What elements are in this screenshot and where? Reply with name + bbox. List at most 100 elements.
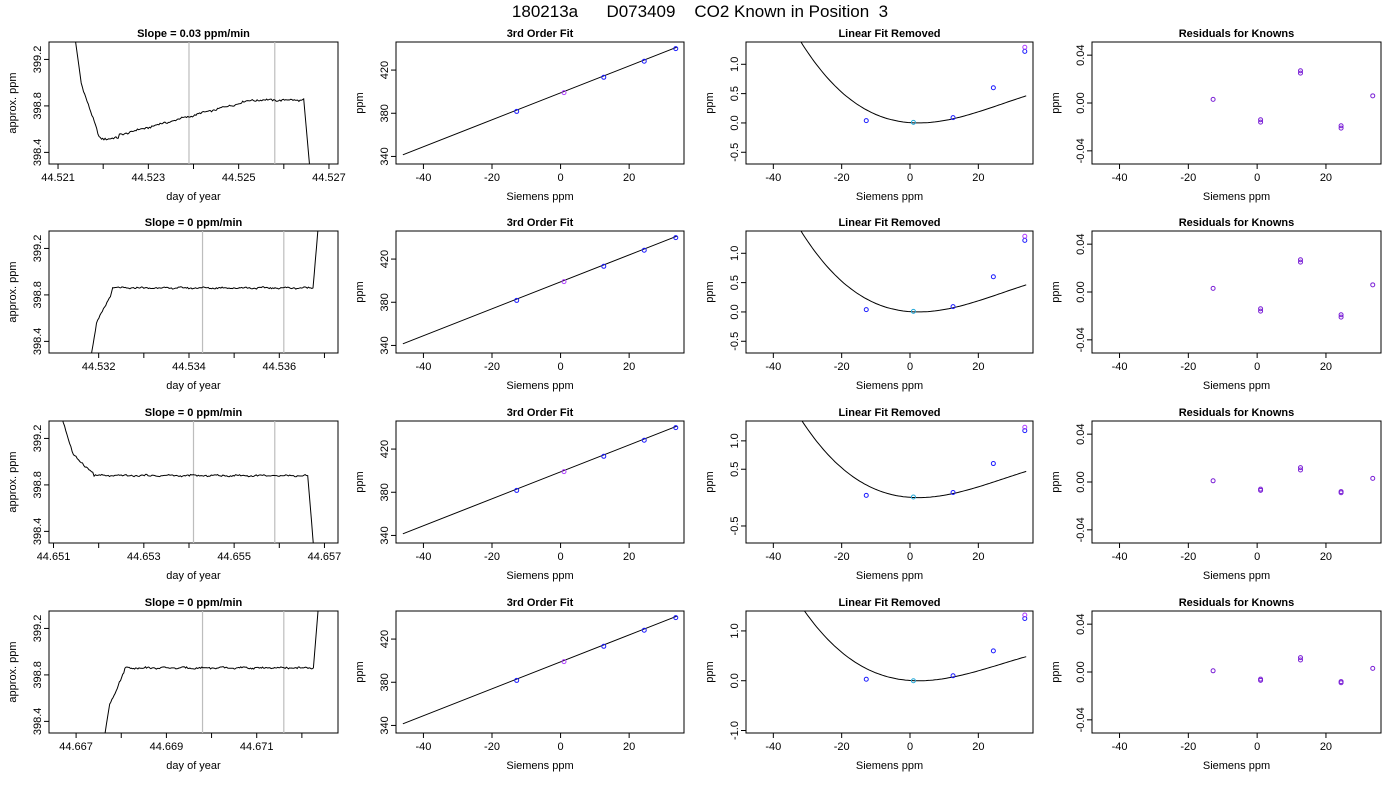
- plot-area: [402, 235, 678, 345]
- y-axis-label: ppm: [354, 661, 366, 682]
- fit-curve: [803, 611, 1027, 682]
- data-point: [1297, 657, 1303, 663]
- plot-area: [75, 42, 310, 164]
- x-tick-label: -40: [765, 172, 781, 184]
- plot-frame: [48, 41, 339, 165]
- data-point: [1210, 96, 1216, 102]
- fit-line: [402, 235, 678, 345]
- y-tick-label: 420: [379, 630, 391, 648]
- plot-area: [91, 231, 319, 353]
- x-tick-label: 44.525: [222, 172, 256, 184]
- data-point: [601, 263, 607, 269]
- data-point: [514, 108, 520, 114]
- data-point: [863, 492, 869, 498]
- data-point: [1338, 125, 1344, 131]
- x-tick-label: -20: [1180, 741, 1196, 753]
- x-tick-label: -40: [1112, 741, 1128, 753]
- plot-area: [402, 425, 678, 535]
- y-tick-label: 0.00: [1075, 281, 1087, 302]
- y-tick-label: -0.04: [1075, 517, 1087, 542]
- data-point: [1338, 123, 1344, 129]
- x-tick-label: 44.523: [132, 172, 166, 184]
- x-axis-label: Siemens ppm: [856, 760, 923, 772]
- fit-curve: [801, 421, 1027, 499]
- y-tick-label: 0.5: [729, 86, 741, 101]
- y-tick-label: 398.8: [32, 471, 44, 499]
- x-tick-label: 44.536: [262, 361, 296, 373]
- plot-frame: [395, 230, 685, 354]
- data-point: [950, 304, 956, 310]
- x-tick-label: 0: [907, 551, 913, 563]
- x-axis-label: day of year: [166, 760, 221, 772]
- x-tick-label: -20: [1180, 172, 1196, 184]
- y-axis-label: ppm: [354, 471, 366, 492]
- data-point: [641, 627, 647, 633]
- x-tick-label: 44.534: [172, 361, 206, 373]
- data-point: [1338, 312, 1344, 318]
- data-point: [561, 469, 567, 475]
- x-axis-label: Siemens ppm: [506, 380, 573, 392]
- plot-area: [62, 421, 314, 543]
- x-tick-label: 0: [907, 361, 913, 373]
- x-tick-label: 20: [623, 741, 635, 753]
- page-title: 180213a D073409 CO2 Known in Position 3: [511, 2, 889, 21]
- x-axis-label: Siemens ppm: [506, 191, 573, 203]
- data-point: [1258, 308, 1264, 314]
- y-tick-label: 0.00: [1075, 92, 1087, 113]
- x-tick-label: -40: [765, 361, 781, 373]
- x-tick-label: -40: [765, 741, 781, 753]
- panel-title: Slope = 0 ppm/min: [145, 217, 243, 229]
- y-tick-label: 0.5: [729, 462, 741, 477]
- panel-title: Linear Fit Removed: [838, 407, 940, 419]
- y-tick-label: 399.2: [32, 46, 44, 74]
- plot-frame: [395, 420, 685, 544]
- data-point: [950, 489, 956, 495]
- y-axis-label: ppm: [1050, 661, 1062, 682]
- y-tick-label: 0.00: [1075, 661, 1087, 682]
- panel-title: 3rd Order Fit: [507, 217, 574, 229]
- x-tick-label: -20: [834, 741, 850, 753]
- plot-area: [800, 231, 1027, 313]
- data-point: [990, 85, 996, 91]
- y-tick-label: 0.04: [1075, 423, 1087, 444]
- data-point: [673, 46, 679, 52]
- data-point: [673, 425, 679, 431]
- y-tick-label: 420: [379, 440, 391, 458]
- x-tick-label: -40: [415, 361, 431, 373]
- data-point: [1022, 424, 1028, 430]
- x-tick-label: -20: [484, 361, 500, 373]
- y-tick-label: 398.4: [32, 518, 44, 546]
- x-tick-label: 44.655: [217, 551, 251, 563]
- panel-title: 3rd Order Fit: [507, 28, 574, 40]
- plot-frame: [48, 610, 339, 734]
- y-tick-label: 398.8: [32, 92, 44, 120]
- data-point: [1370, 93, 1376, 99]
- x-axis-label: Siemens ppm: [506, 570, 573, 582]
- panel-title: Linear Fit Removed: [838, 28, 940, 40]
- data-point: [1297, 259, 1303, 265]
- plot-area: [803, 611, 1027, 682]
- y-tick-label: 0.00: [1075, 471, 1087, 492]
- data-point: [1210, 285, 1216, 291]
- x-tick-label: -20: [834, 172, 850, 184]
- data-point: [1022, 48, 1028, 54]
- panel-r2c3: Linear Fit Removed -40 -20 0 20 -0.5 0.0 0.5 1.0…: [704, 217, 1034, 392]
- data-point: [1338, 680, 1344, 686]
- plot-frame: [1091, 420, 1382, 544]
- x-tick-label: -40: [415, 551, 431, 563]
- y-tick-label: -0.04: [1075, 327, 1087, 352]
- x-tick-label: 20: [623, 551, 635, 563]
- data-point: [1338, 490, 1344, 496]
- x-tick-label: 20: [1320, 172, 1332, 184]
- x-axis-label: Siemens ppm: [1203, 380, 1270, 392]
- data-point: [514, 487, 520, 493]
- data-point: [910, 494, 916, 500]
- y-axis-label: approx. ppm: [7, 451, 19, 512]
- x-tick-label: 20: [972, 551, 984, 563]
- y-tick-label: 0.5: [729, 275, 741, 290]
- y-tick-label: 380: [379, 483, 391, 501]
- y-tick-label: 0.04: [1075, 233, 1087, 254]
- data-point: [514, 297, 520, 303]
- y-axis-label: approx. ppm: [7, 641, 19, 702]
- data-point: [561, 90, 567, 96]
